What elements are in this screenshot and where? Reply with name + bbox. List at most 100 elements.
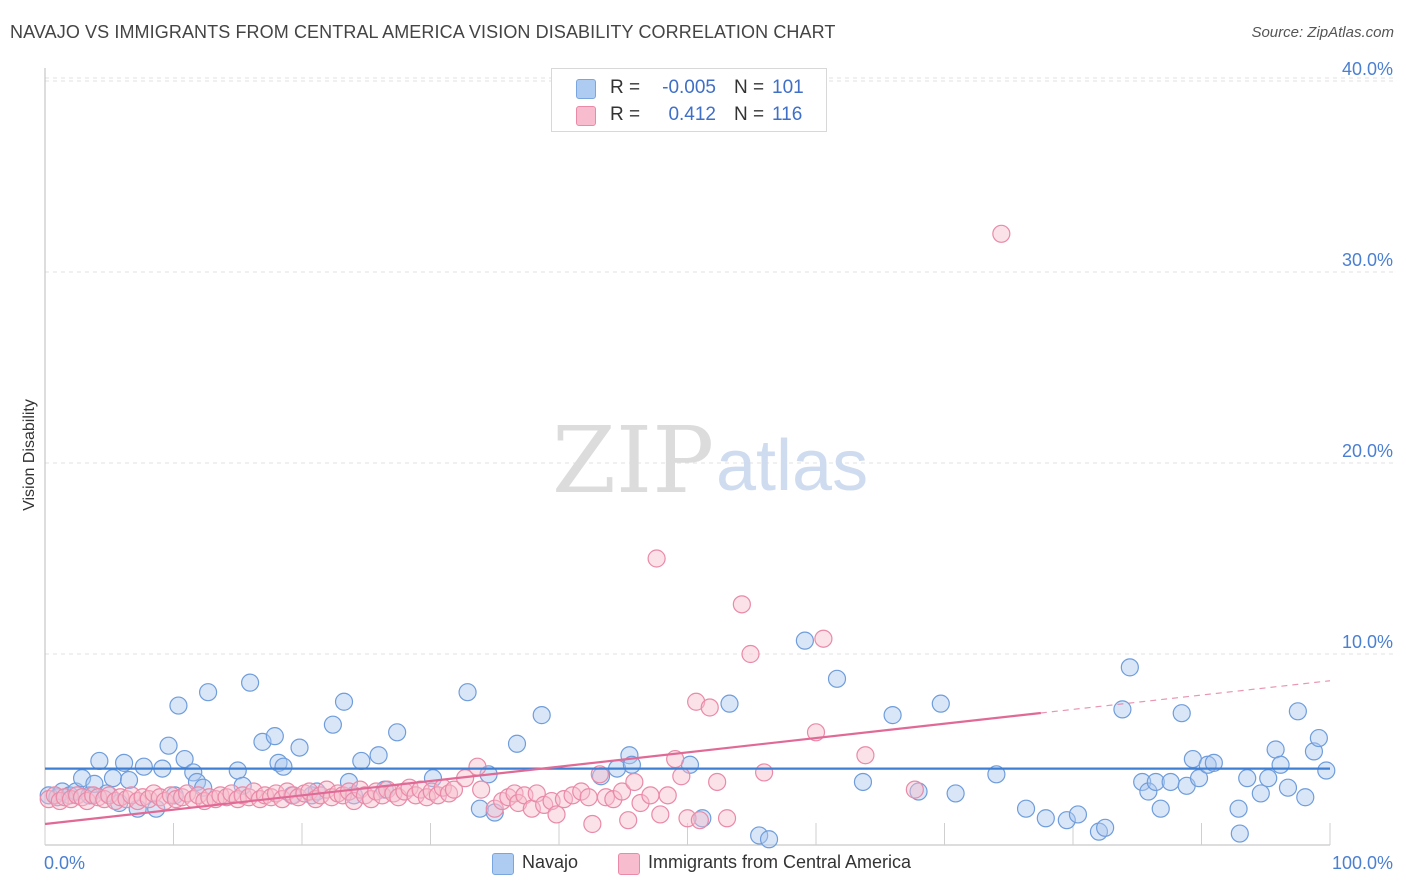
navajo-point (1133, 772, 1152, 792)
stats-row-central-america: R = 0.412 N = 116 (552, 102, 826, 128)
navajo-swatch (576, 79, 596, 99)
navajo-point (458, 683, 477, 702)
navajo-point (1278, 778, 1298, 797)
r-value: 0.412 (668, 104, 716, 125)
central-america-point (612, 782, 632, 801)
watermark-atlas: atlas (716, 426, 868, 506)
x-tick-label: 100.0% (1332, 853, 1393, 873)
chart-title: NAVAJO VS IMMIGRANTS FROM CENTRAL AMERIC… (10, 22, 836, 42)
y-axis-title: Vision Disability (21, 399, 38, 511)
central-america-point (992, 224, 1011, 243)
navajo-point (1309, 728, 1328, 748)
navajo-point (265, 727, 284, 746)
navajo-point (1036, 809, 1055, 828)
navajo-point (1288, 702, 1307, 721)
source-credit: Source: ZipAtlas.com (1251, 24, 1394, 41)
navajo-point (1271, 755, 1290, 774)
navajo-point (369, 746, 388, 765)
legend-label-central-america: Immigrants from Central America (648, 852, 912, 872)
navajo-point (334, 692, 354, 711)
navajo-point (1229, 799, 1248, 818)
central-america-point (687, 692, 706, 711)
n-label: N = (734, 77, 765, 98)
navajo-point (507, 734, 527, 753)
y-tick-label: 30.0% (1342, 250, 1393, 270)
stats-box: R = -0.005 N = 101 R = 0.412 N = 116 (551, 68, 827, 132)
navajo-point (114, 753, 134, 772)
navajo-point (388, 723, 407, 742)
central-america-point (596, 788, 616, 807)
navajo-point (1251, 784, 1270, 803)
navajo-point (90, 751, 109, 771)
central-america-point (468, 757, 487, 776)
navajo-point (532, 706, 551, 725)
navajo-point (1096, 818, 1115, 837)
grid (45, 77, 1395, 655)
navajo-point (1230, 824, 1249, 843)
central-america-swatch (576, 106, 596, 126)
legend-swatch-navajo (492, 853, 514, 875)
trend-lines (44, 680, 1331, 826)
central-america-point (905, 780, 924, 799)
navajo-point (1016, 799, 1036, 818)
central-america-point (619, 811, 638, 830)
navajo-point (352, 751, 371, 771)
navajo-point (987, 765, 1006, 784)
navajo-point (1317, 761, 1336, 780)
central-america-point (690, 811, 709, 830)
central-america-point (583, 814, 602, 834)
central-america-point (741, 644, 760, 664)
y-tick-label: 40.0% (1342, 59, 1393, 79)
navajo-point (1151, 799, 1170, 818)
navajo-point (1068, 805, 1088, 824)
n-label: N = (734, 104, 765, 125)
navajo-point (1259, 769, 1278, 788)
navajo-point (1238, 769, 1257, 788)
central-america-point (647, 549, 666, 568)
central-america-point (651, 805, 670, 824)
navajo-point (1146, 772, 1165, 792)
navajo-point (323, 715, 342, 734)
navajo-point (795, 631, 814, 650)
navajo-point (946, 784, 965, 803)
navajo-point (290, 738, 309, 757)
watermark: ZIP atlas (552, 407, 868, 514)
navajo-point (1304, 742, 1324, 761)
central-america-point (472, 780, 491, 799)
navajo-point (1120, 658, 1139, 677)
legend-swatch-central-america (618, 853, 640, 875)
navajo-point (1113, 700, 1132, 719)
central-america-point (554, 790, 574, 809)
central-america-point (590, 765, 609, 784)
navajo-point (883, 706, 902, 725)
central-america-point (672, 767, 691, 786)
central-america-point (755, 763, 774, 782)
navajo-point (931, 694, 950, 713)
central-america-point (641, 786, 660, 805)
x-tick-label: 0.0% (44, 853, 85, 873)
r-value: -0.005 (662, 77, 716, 98)
central-america-point (708, 772, 727, 792)
central-america-point (563, 786, 582, 805)
r-label: R = (610, 77, 641, 98)
navajo-point (693, 809, 712, 828)
navajo-point (274, 757, 293, 776)
central-america-point (417, 788, 436, 807)
navajo-point (1266, 740, 1285, 759)
central-america-point (700, 698, 719, 717)
legend-label-navajo: Navajo (522, 852, 579, 872)
navajo-point (169, 696, 188, 715)
n-value: 101 (772, 77, 804, 98)
central-america-trend-extension (1040, 680, 1331, 714)
navajo-point (228, 761, 247, 780)
y-tick-labels: 10.0% 20.0% 30.0% 40.0% (1342, 59, 1393, 652)
navajo-point (720, 694, 739, 713)
navajo-point (241, 673, 260, 692)
central-america-point (139, 790, 158, 809)
navajo-point (134, 757, 153, 776)
navajo-point (103, 769, 123, 788)
central-america-point (547, 805, 566, 824)
central-america-point (814, 629, 833, 648)
central-america-point (579, 788, 598, 807)
